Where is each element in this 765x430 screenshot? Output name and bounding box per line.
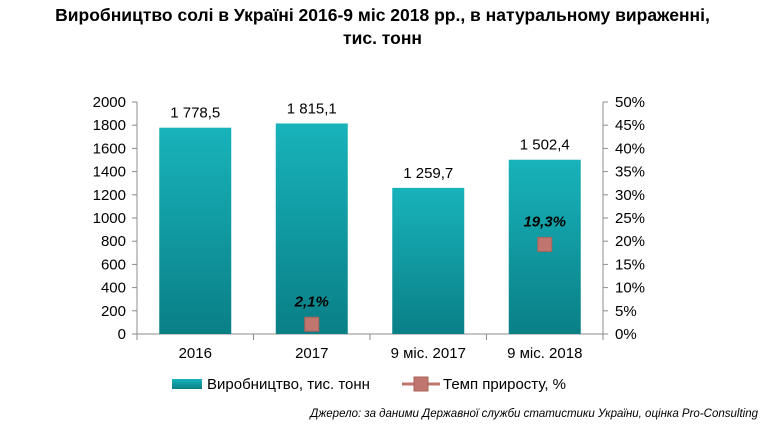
y-left-tick-label: 600 xyxy=(101,256,126,273)
bar-value-label: 1 502,4 xyxy=(520,137,570,154)
y-right-tick-label: 35% xyxy=(615,164,645,181)
chart-title-line2: тис. тонн xyxy=(343,28,422,48)
x-tick-label: 9 міс. 2018 xyxy=(507,345,582,362)
bar xyxy=(159,127,232,334)
bars: 1 778,5 1 815,1 1 259,7 1 502,4 xyxy=(159,100,581,335)
bar-value-label: 1 259,7 xyxy=(403,165,453,182)
x-tick-label: 9 міс. 2017 xyxy=(391,345,466,362)
bar xyxy=(392,187,465,334)
y-right-tick-label: 5% xyxy=(615,303,637,320)
source-note: Джерело: за даними Державної служби стат… xyxy=(310,408,758,420)
y-left-tick-label: 400 xyxy=(101,280,126,297)
y-right-tick-label: 40% xyxy=(615,140,645,157)
bar xyxy=(275,123,348,335)
legend: Виробництво, тис. тонн Темп приросту, % xyxy=(172,376,566,393)
growth-label: 2,1% xyxy=(294,293,329,310)
chart-title: Виробництво солі в Україні 2016-9 міс 20… xyxy=(0,4,765,50)
chart-title-line1: Виробництво солі в Україні 2016-9 міс 20… xyxy=(55,5,710,25)
legend-label-growth: Темп приросту, % xyxy=(443,376,566,393)
axes: 0 200 400 600 800 1000 1200 1400 1600 1800 2000 0% 5… xyxy=(93,94,645,362)
x-tick-label: 2017 xyxy=(295,345,328,362)
bar-value-label: 1 778,5 xyxy=(170,105,220,122)
x-tick-label: 2016 xyxy=(179,345,212,362)
y-right-tick-label: 45% xyxy=(615,117,645,134)
y-left-tick-label: 1000 xyxy=(93,210,126,227)
y-right-tick-label: 25% xyxy=(615,210,645,227)
growth-marker xyxy=(304,316,320,332)
y-left-tick-label: 1600 xyxy=(93,140,126,157)
y-right-tick-label: 0% xyxy=(615,326,637,343)
y-right-tick-label: 30% xyxy=(615,187,645,204)
growth-markers: 2,1% 19,3% xyxy=(294,213,566,332)
y-left-tick-label: 2000 xyxy=(93,94,126,111)
legend-swatch-growth xyxy=(413,376,429,392)
y-left-tick-label: 800 xyxy=(101,233,126,250)
growth-label: 19,3% xyxy=(523,213,566,230)
y-left-tick-label: 0 xyxy=(118,326,126,343)
legend-swatch-production xyxy=(172,379,202,389)
y-left-tick-label: 200 xyxy=(101,303,126,320)
y-left-tick-label: 1200 xyxy=(93,187,126,204)
legend-label-production: Виробництво, тис. тонн xyxy=(207,376,370,393)
y-right-tick-label: 20% xyxy=(615,233,645,250)
bar-value-label: 1 815,1 xyxy=(287,100,337,117)
y-left-tick-label: 1800 xyxy=(93,117,126,134)
y-right-tick-label: 15% xyxy=(615,256,645,273)
y-left-tick-label: 1400 xyxy=(93,164,126,181)
y-right-tick-label: 10% xyxy=(615,280,645,297)
growth-marker xyxy=(537,236,553,252)
y-right-tick-label: 50% xyxy=(615,94,645,111)
